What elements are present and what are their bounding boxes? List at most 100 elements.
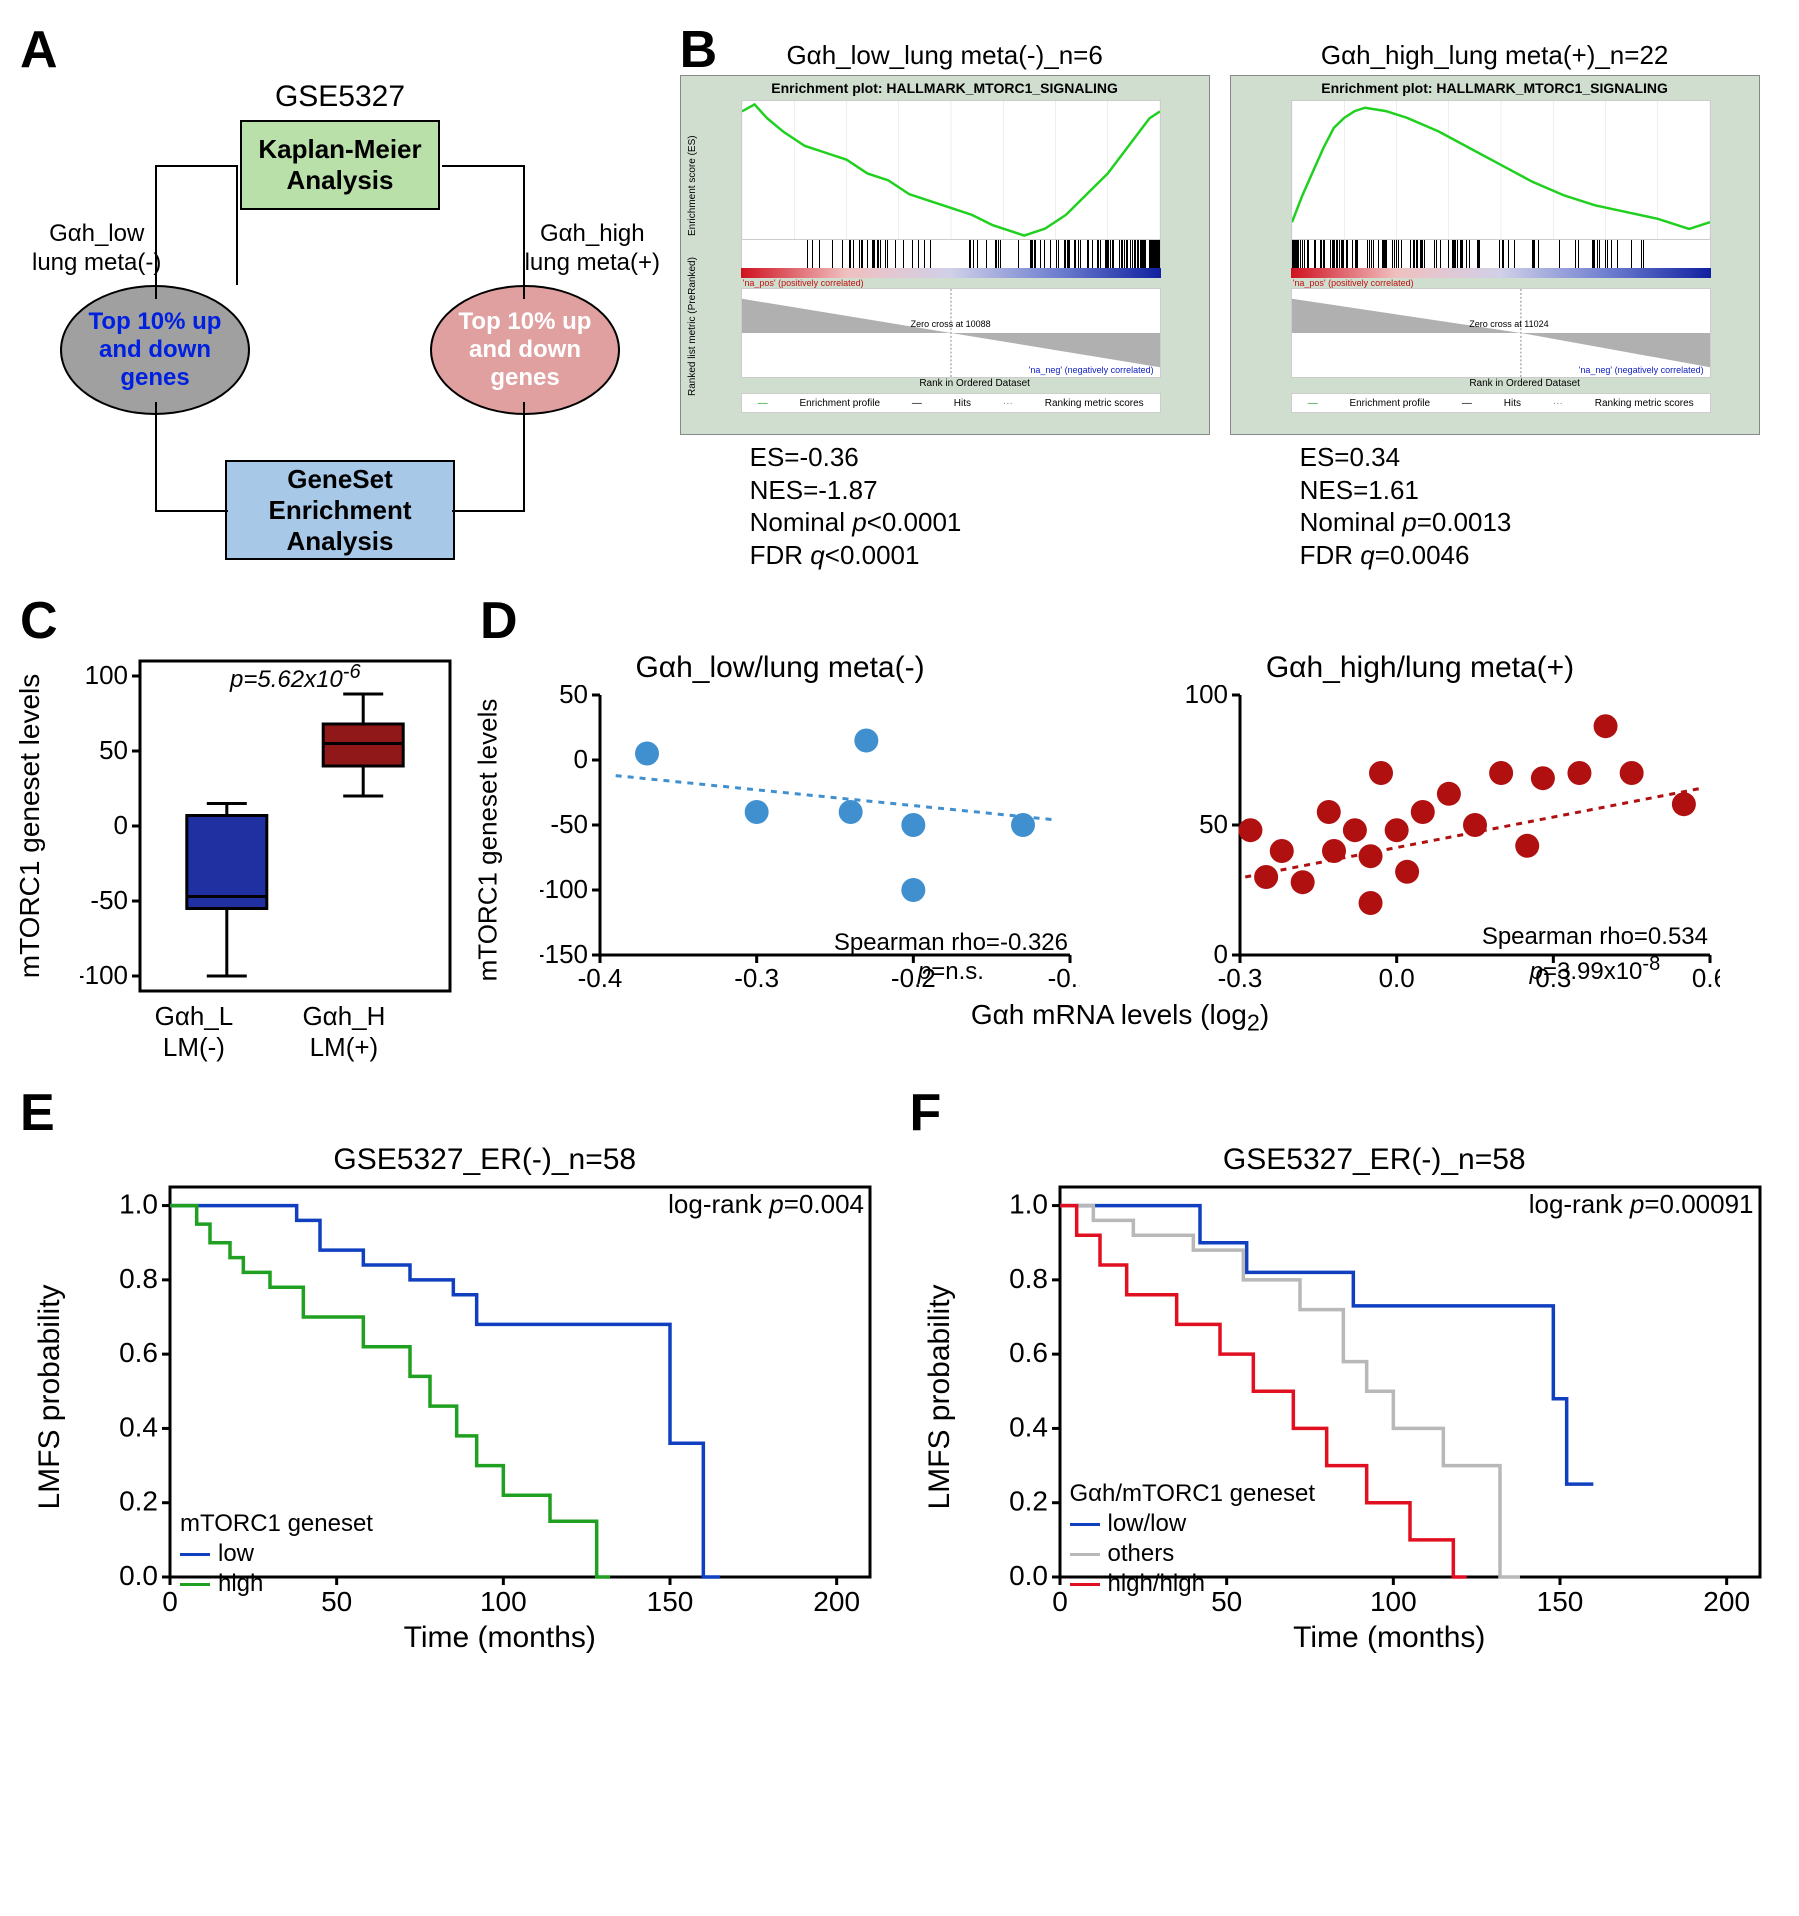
side-label-right: Gαh_high lung meta(+) <box>525 220 660 278</box>
gsea-right-rank: Zero cross at 11024 'na_neg' (negatively… <box>1291 288 1711 378</box>
panel-A-label: A <box>20 20 660 80</box>
gsea-right-rank-svg <box>1292 289 1710 377</box>
scatter-right-pval: p=3.99x10-8 <box>1482 952 1708 987</box>
km-E-legend: mTORC1 geneset low high <box>180 1509 373 1599</box>
svg-text:1.0: 1.0 <box>119 1189 158 1220</box>
km-E-pval: log-rank p=0.004 <box>668 1189 864 1220</box>
gsea-right-xlabel: Rank in Ordered Dataset <box>1291 378 1759 389</box>
xlabel-high: Gαh_HLM(+) <box>302 1001 385 1063</box>
svg-text:0: 0 <box>574 744 588 774</box>
svg-text:0: 0 <box>1052 1586 1068 1617</box>
gsea-rank-ylabel: Ranked list metric (PreRanked) <box>687 257 698 396</box>
panel-F-label: F <box>910 1083 1780 1143</box>
gsea-left-title: Gαh_low_lung meta(-)_n=6 <box>680 40 1210 71</box>
ellipse-left-top10: Top 10% up and down genes <box>60 285 250 415</box>
gsea-left-pval: Nominal p<0.0001 <box>750 506 1210 539</box>
gsea-right-neglabel: 'na_neg' (negatively correlated) <box>1579 365 1704 375</box>
svg-text:-100: -100 <box>80 960 128 990</box>
km-E-plot: LMFS probability 0.00.20.40.60.81.005010… <box>110 1177 880 1617</box>
gsea-left-es-area <box>741 100 1161 240</box>
ellipse-right-top10: Top 10% up and down genes <box>430 285 620 415</box>
boxplot-C-pval: p=5.62x10-6 <box>230 661 361 694</box>
panel-E-label: E <box>20 1083 890 1143</box>
gsea-es-ylabel: Enrichment score (ES) <box>687 135 698 236</box>
diagram-A-flowchart: GSE5327 Kaplan-Meier Analysis Top 10% up… <box>60 80 620 560</box>
gsea-right: Gαh_high_lung meta(+)_n=22 Enrichment pl… <box>1230 40 1760 571</box>
line-km-right-h <box>442 165 525 167</box>
panel-C-label: C <box>20 591 460 651</box>
gsea-left-fdr: FDR q<0.0001 <box>750 539 1210 572</box>
km-F-legend-high: high/high <box>1070 1569 1316 1599</box>
gsea-left-poslabel: 'na_pos' (positively correlated) <box>743 278 1209 288</box>
line-km-left-h <box>155 165 238 167</box>
svg-text:0.0: 0.0 <box>119 1560 158 1591</box>
panel-D-label: D <box>480 591 1779 651</box>
svg-text:-100: -100 <box>540 874 588 904</box>
gsea-right-es-svg <box>1292 101 1710 239</box>
km-E-xlabel: Time (months) <box>110 1621 890 1655</box>
panel-F: F GSE5327_ER(-)_n=58 LMFS probability 0.… <box>910 1083 1780 1655</box>
gsea-left-stats: ES=-0.36 NES=-1.87 Nominal p<0.0001 FDR … <box>750 441 1210 571</box>
gsea-left: Gαh_low_lung meta(-)_n=6 Enrichment plot… <box>680 40 1210 571</box>
line-gsea-right-v <box>523 402 525 512</box>
boxplot-C: mTORC1 geneset levels p=5.62x10-6 -100-5… <box>80 651 460 1001</box>
scatter-left-pval: p=n.s. <box>834 958 1068 987</box>
svg-text:-50: -50 <box>550 809 588 839</box>
row-2: C mTORC1 geneset levels p=5.62x10-6 -100… <box>20 591 1779 1063</box>
panel-E: E GSE5327_ER(-)_n=58 LMFS probability 0.… <box>20 1083 890 1655</box>
svg-text:-50: -50 <box>90 885 128 915</box>
boxplot-C-ylabel: mTORC1 geneset levels <box>14 674 46 979</box>
km-F-pval: log-rank p=0.00091 <box>1529 1189 1754 1220</box>
km-F-legend-others: others <box>1070 1539 1316 1569</box>
svg-text:50: 50 <box>559 685 588 709</box>
km-E-legend-low: low <box>180 1539 373 1569</box>
scatter-right-plot: 050100-0.30.00.30.6 Spearman rho=0.534 p… <box>1180 685 1720 995</box>
svg-text:0.2: 0.2 <box>1009 1486 1048 1517</box>
gsea-right-gradient <box>1291 268 1711 278</box>
box-gsea: GeneSet Enrichment Analysis <box>225 460 455 560</box>
km-F-legend-low: low/low <box>1070 1509 1316 1539</box>
gsea-left-gradient <box>741 268 1161 278</box>
scatter-right: Gαh_high/lung meta(+) 050100-0.30.00.30.… <box>1120 651 1720 1037</box>
svg-text:200: 200 <box>1703 1586 1750 1617</box>
xlabel-low: Gαh_LLM(-) <box>155 1001 234 1063</box>
gsea-left-xlabel: Rank in Ordered Dataset <box>741 378 1209 389</box>
panel-A: A GSE5327 Kaplan-Meier Analysis Top 10% … <box>20 20 660 571</box>
row-3: E GSE5327_ER(-)_n=58 LMFS probability 0.… <box>20 1083 1779 1655</box>
panel-D: D Gαh_low/lung meta(-) mTORC1 geneset le… <box>480 591 1779 1063</box>
gsea-right-legend: —Enrichment profile —Hits ···Ranking met… <box>1291 393 1711 413</box>
gsea-right-stats: ES=0.34 NES=1.61 Nominal p=0.0013 FDR q=… <box>1300 441 1760 571</box>
gsea-left-legend: —Enrichment profile —Hits ···Ranking met… <box>741 393 1161 413</box>
km-E-legend-high: high <box>180 1569 373 1599</box>
gsea-left-es-svg <box>742 101 1160 239</box>
svg-text:0.4: 0.4 <box>1009 1411 1048 1442</box>
svg-text:0.6: 0.6 <box>119 1337 158 1368</box>
svg-text:200: 200 <box>813 1586 860 1617</box>
panel-C: C mTORC1 geneset levels p=5.62x10-6 -100… <box>20 591 460 1063</box>
svg-text:0.8: 0.8 <box>1009 1263 1048 1294</box>
svg-text:150: 150 <box>647 1586 694 1617</box>
scatter-right-title: Gαh_high/lung meta(+) <box>1120 651 1720 685</box>
svg-text:0.4: 0.4 <box>119 1411 158 1442</box>
diagram-title: GSE5327 <box>275 80 405 114</box>
gsea-right-plot: Enrichment plot: HALLMARK_MTORC1_SIGNALI… <box>1230 75 1760 435</box>
svg-text:0.0: 0.0 <box>1009 1560 1048 1591</box>
boxplot-C-xlabels: Gαh_LLM(-) Gαh_HLM(+) <box>80 1001 460 1063</box>
svg-text:100: 100 <box>480 1586 527 1617</box>
svg-text:50: 50 <box>99 735 128 765</box>
svg-text:150: 150 <box>1536 1586 1583 1617</box>
gsea-pair: Gαh_low_lung meta(-)_n=6 Enrichment plot… <box>680 40 1779 571</box>
line-gsea-left-h <box>155 510 228 512</box>
svg-text:100: 100 <box>1185 685 1228 709</box>
gsea-left-rank-svg <box>742 289 1160 377</box>
svg-text:-0.4: -0.4 <box>578 963 623 993</box>
svg-text:0.2: 0.2 <box>119 1486 158 1517</box>
gsea-left-rank: Zero cross at 10088 'na_neg' (negatively… <box>741 288 1161 378</box>
gsea-right-subtitle: Enrichment plot: HALLMARK_MTORC1_SIGNALI… <box>1231 76 1759 100</box>
gsea-left-hits <box>741 240 1161 268</box>
svg-text:0.6: 0.6 <box>1009 1337 1048 1368</box>
gsea-left-plot: Enrichment plot: HALLMARK_MTORC1_SIGNALI… <box>680 75 1210 435</box>
row-1: A GSE5327 Kaplan-Meier Analysis Top 10% … <box>20 20 1779 571</box>
km-E-title: GSE5327_ER(-)_n=58 <box>80 1143 890 1177</box>
scatter-left: Gαh_low/lung meta(-) mTORC1 geneset leve… <box>480 651 1080 1037</box>
